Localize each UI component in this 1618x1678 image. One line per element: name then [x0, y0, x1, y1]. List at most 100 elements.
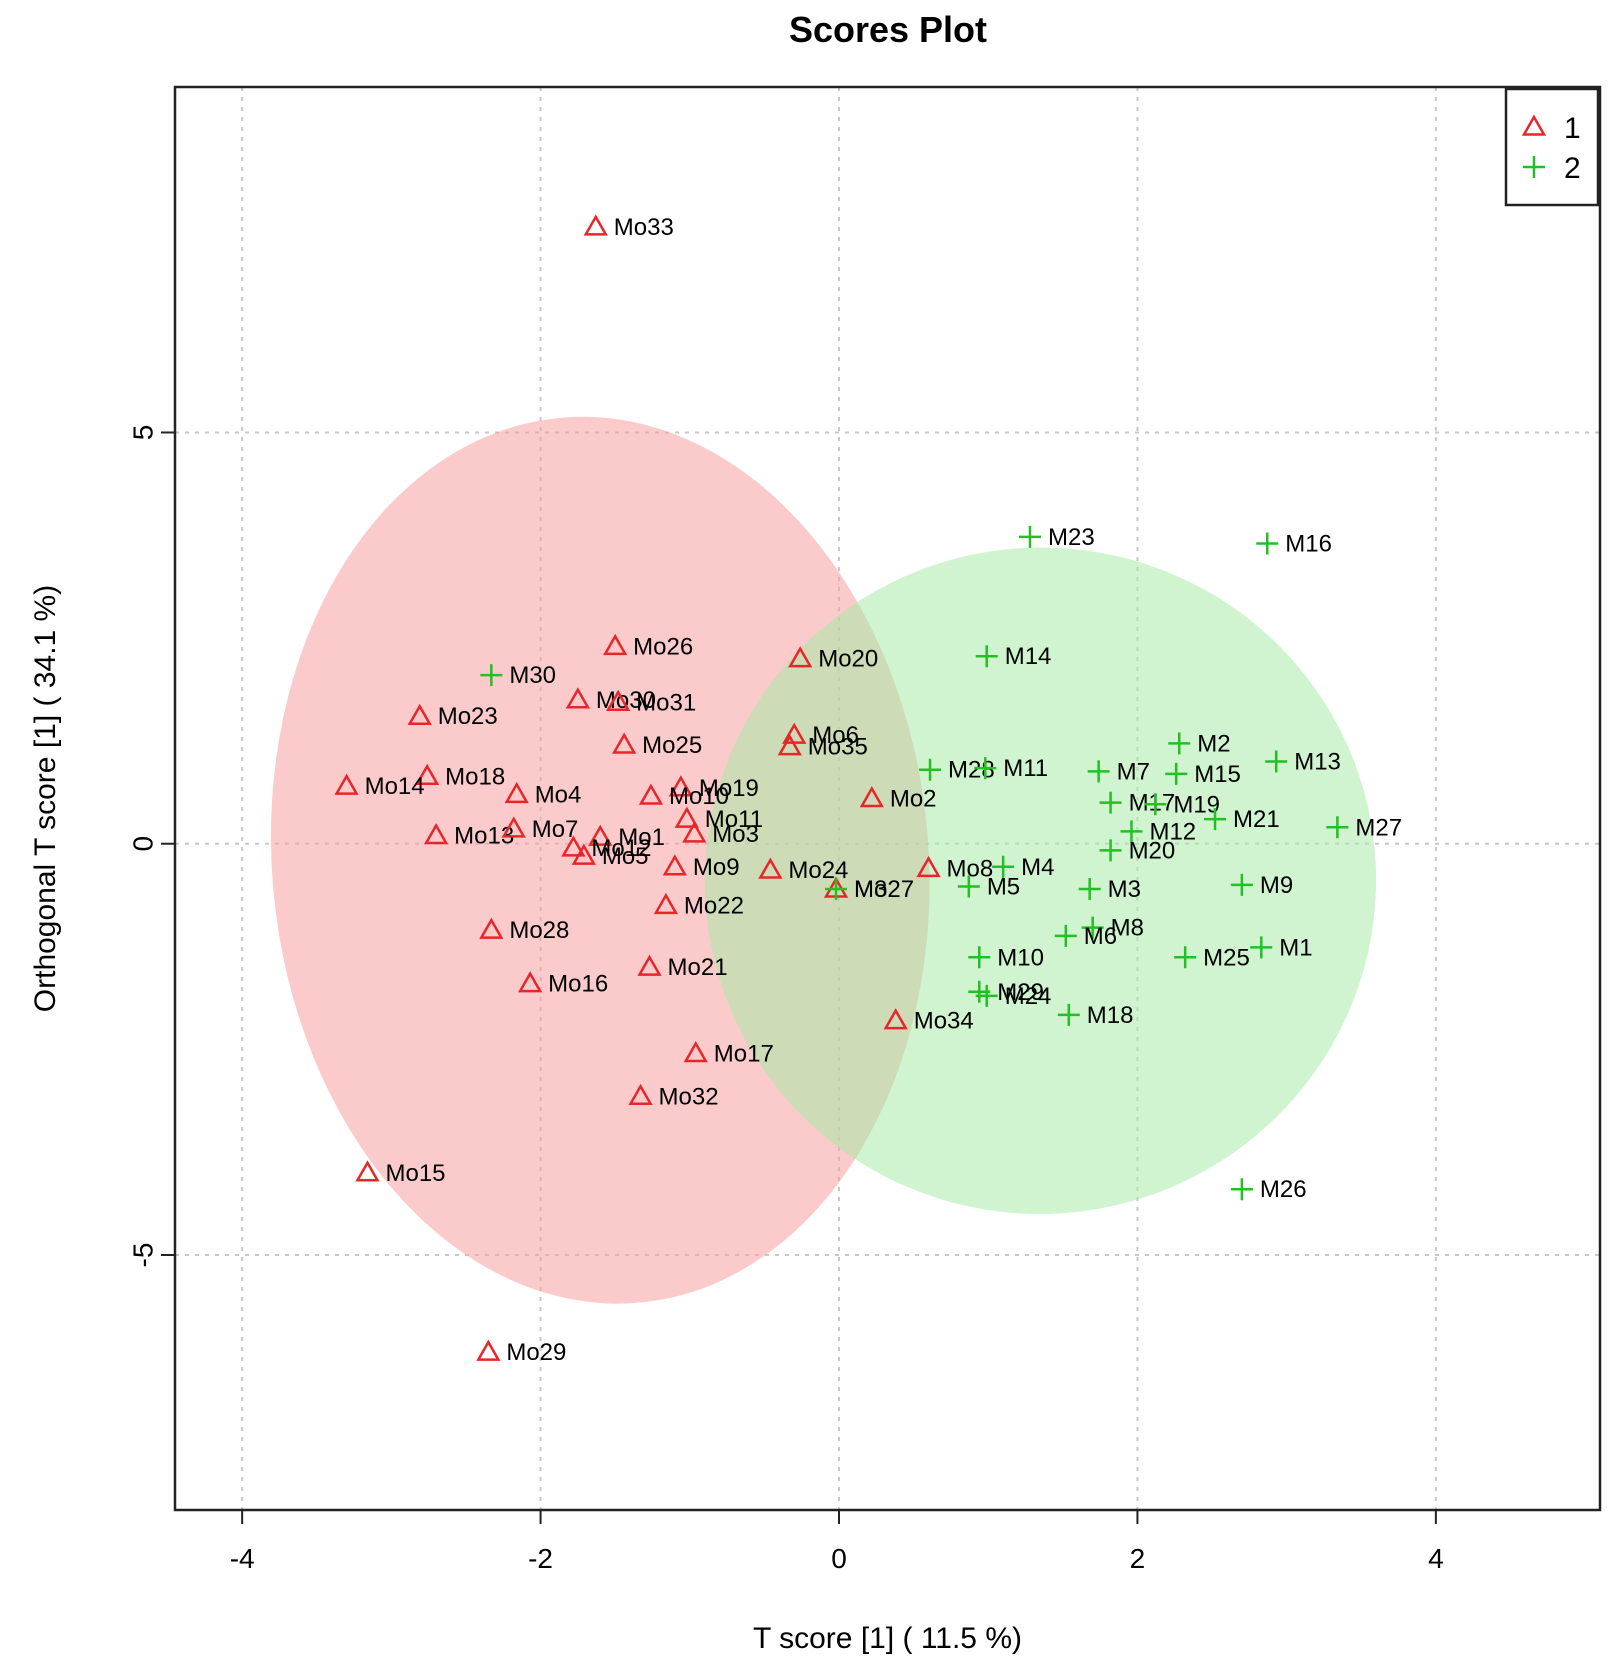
plus-marker [974, 757, 997, 780]
triangle-marker [561, 835, 586, 857]
plus-marker [1099, 791, 1122, 814]
x-axis-label: T score [1] ( 11.5 %) [753, 1622, 1022, 1655]
plus-marker [480, 664, 503, 687]
data-point: M5 [957, 874, 1020, 901]
triangle-marker [662, 854, 688, 876]
data-point: M10 [968, 944, 1044, 971]
point-label: Mo26 [633, 633, 693, 660]
data-point: M6 [1054, 923, 1117, 950]
point-label: M24 [1005, 983, 1052, 1010]
data-point: Mo19 [668, 775, 759, 802]
plus-marker [1168, 732, 1191, 755]
data-point: Mo5 [571, 843, 649, 870]
data-point: M13 [1265, 748, 1341, 775]
point-label: M28 [948, 757, 995, 784]
plus-marker [1057, 1003, 1080, 1026]
point-label: M18 [1087, 1002, 1134, 1029]
plus-marker [975, 645, 998, 668]
triangle-marker [638, 783, 664, 805]
point-label: Mo34 [914, 1008, 974, 1035]
data-point: M30 [480, 662, 556, 689]
point-label: Mo14 [365, 773, 425, 800]
point-label: M6 [1084, 923, 1117, 950]
data-point: Mo33 [583, 214, 674, 241]
data-point: Mo29 [476, 1339, 566, 1366]
point-label: Mo6 [812, 722, 859, 749]
point-label: M13 [1294, 748, 1341, 775]
triangle-marker [628, 1083, 653, 1106]
point-label: Mo25 [642, 732, 702, 759]
point-label: Mo11 [705, 806, 763, 833]
point-label: Mo27 [854, 876, 914, 903]
data-point: Mo20 [788, 646, 878, 673]
data-point: Mo4 [504, 781, 582, 808]
point-label: M8 [1111, 915, 1144, 942]
point-label: M20 [1129, 837, 1176, 864]
point-label: Mo1 [618, 824, 665, 851]
x-tick-label: 0 [831, 1543, 847, 1574]
data-point: M15 [1165, 761, 1241, 788]
x-tick-label: 2 [1130, 1543, 1146, 1574]
data-point: M12 [1120, 818, 1196, 845]
data-point: M18 [1057, 1002, 1134, 1029]
point-label: Mo4 [535, 781, 582, 808]
point-label: M14 [1005, 643, 1052, 670]
point-label: Mo31 [636, 689, 696, 716]
point-label: Mo15 [385, 1160, 445, 1187]
data-point: M3 [1078, 876, 1141, 903]
point-label: Mo33 [614, 214, 674, 241]
plus-marker [975, 984, 998, 1007]
legend: 12 [1504, 87, 1600, 207]
triangle-marker [653, 892, 679, 915]
point-label: M29 [997, 979, 1044, 1006]
point-label: Mo23 [438, 703, 498, 730]
data-point: Mo15 [355, 1160, 446, 1187]
x-tick-label: -2 [528, 1543, 553, 1574]
plus-marker [1054, 924, 1077, 947]
point-label: Mo21 [668, 954, 728, 981]
data-point: M23 [1019, 524, 1095, 551]
data-point: Mo25 [611, 732, 702, 759]
point-label: Mo12 [591, 835, 651, 862]
data-point: Mo12 [561, 835, 651, 862]
point-label: Mo24 [788, 857, 848, 884]
point-label: M23 [1048, 524, 1095, 551]
data-point: Mo2 [859, 786, 937, 813]
data-point: M1 [1250, 934, 1313, 961]
data-point: M16 [1256, 531, 1332, 558]
data-point: M7 [1087, 758, 1150, 785]
point-label: Mo20 [818, 646, 878, 673]
point-label: M27 [1355, 814, 1402, 841]
point-label: Mo3 [712, 821, 759, 848]
point-label: Mo9 [693, 854, 740, 881]
y-tick-label: -5 [127, 1243, 158, 1268]
data-point: M2 [1168, 730, 1231, 757]
data-point: Mo16 [517, 971, 608, 998]
data-point: M29 [968, 979, 1044, 1006]
triangle-marker [407, 703, 432, 725]
plus-marker [1019, 525, 1041, 548]
plus-marker [1078, 877, 1101, 900]
point-label: M3 [854, 876, 887, 903]
plus-marker [919, 758, 942, 781]
point-label: M12 [1149, 818, 1196, 845]
point-label: Mo29 [506, 1339, 566, 1366]
triangle-marker [683, 1040, 708, 1063]
plus-marker [957, 875, 980, 898]
data-point: Mo28 [479, 917, 569, 944]
point-label: M10 [997, 944, 1044, 971]
point-label: M4 [1021, 854, 1054, 881]
data-point: Mo24 [758, 857, 848, 884]
plus-marker [992, 855, 1015, 878]
triangle-marker [476, 1339, 501, 1361]
legend-entry-label: 2 [1564, 152, 1581, 185]
point-label: Mo7 [532, 816, 579, 843]
data-point: Mo3 [682, 821, 759, 848]
point-label: Mo2 [890, 786, 937, 813]
point-label: M2 [1197, 730, 1230, 757]
triangle-marker [777, 734, 802, 756]
plus-marker [1256, 532, 1279, 555]
legend-box [1504, 87, 1600, 207]
point-label: M7 [1117, 758, 1150, 785]
